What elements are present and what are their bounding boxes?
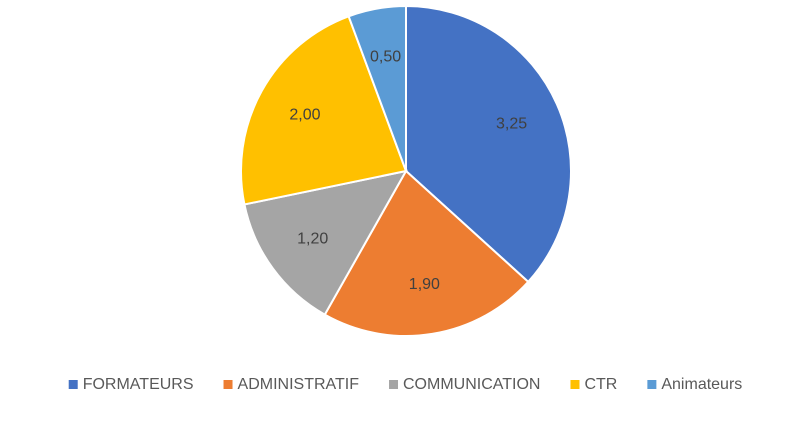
- legend-label: Animateurs: [661, 376, 742, 393]
- legend-swatch: [223, 380, 233, 389]
- legend-swatch: [389, 380, 399, 389]
- pie-slice: [243, 169, 408, 316]
- pie-slice: [240, 15, 408, 206]
- legend-label: CTR: [584, 376, 617, 393]
- data-label: 2,00: [289, 106, 320, 123]
- data-label: 1,90: [409, 276, 440, 293]
- legend-swatch: [68, 380, 78, 389]
- pie-slice: [405, 4, 572, 284]
- legend-label: ADMINISTRATIF: [238, 376, 360, 393]
- legend-swatch: [570, 380, 580, 389]
- legend: FORMATEURS ADMINISTRATIF COMMUNICATION CTR A…: [68, 376, 742, 393]
- pie-slice: [347, 4, 407, 172]
- legend-label: COMMUNICATION: [403, 376, 540, 393]
- pie-slice: [323, 169, 530, 337]
- data-label: 0,50: [370, 49, 401, 66]
- legend-swatch: [647, 380, 657, 389]
- legend-label: FORMATEURS: [83, 376, 194, 393]
- data-label: 1,20: [297, 230, 328, 247]
- data-label: 3,25: [496, 115, 527, 132]
